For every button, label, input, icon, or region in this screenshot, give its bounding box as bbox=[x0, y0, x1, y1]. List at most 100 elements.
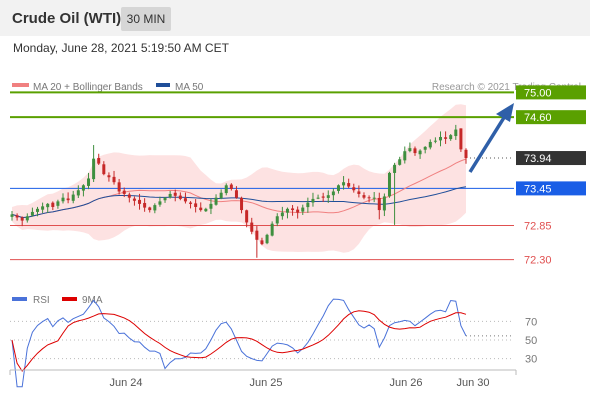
datetime-label: Monday, June 28, 2021 5:19:50 AM CET bbox=[13, 41, 229, 55]
level-labels: 75.00 74.60 73.94 73.45 72.85 72.30 bbox=[516, 85, 586, 267]
candle-body bbox=[138, 199, 142, 204]
candle-body bbox=[240, 197, 244, 211]
candle-body bbox=[148, 207, 152, 211]
candle-body bbox=[352, 187, 356, 191]
candle-body bbox=[214, 197, 218, 205]
candle-body bbox=[291, 208, 295, 211]
candle-body bbox=[250, 222, 254, 232]
candle-body bbox=[418, 150, 422, 155]
candle-body bbox=[112, 176, 116, 183]
candle-body bbox=[209, 203, 213, 209]
candle-body bbox=[143, 202, 147, 208]
ma50-line bbox=[11, 186, 467, 219]
candle-body bbox=[255, 230, 259, 240]
time-label-2: Jun 26 bbox=[389, 377, 422, 389]
candle-body bbox=[127, 194, 131, 198]
candle-body bbox=[265, 234, 269, 244]
candle-body bbox=[464, 149, 468, 159]
candle-body bbox=[71, 194, 75, 201]
rsi-legend-swatch bbox=[12, 297, 27, 301]
candle-body bbox=[92, 158, 96, 180]
level-label-5: 72.30 bbox=[524, 255, 552, 267]
candle-body bbox=[377, 197, 381, 211]
candle-body bbox=[76, 190, 80, 196]
candle-body bbox=[25, 216, 29, 221]
candle-body bbox=[285, 208, 289, 213]
candle-body bbox=[326, 195, 330, 198]
ma20-legend-swatch bbox=[12, 83, 29, 87]
header-bar: Crude Oil (WTI) 30 MIN bbox=[0, 0, 590, 36]
rsi-ma9-line bbox=[11, 310, 467, 372]
level-label-1: 74.60 bbox=[524, 112, 552, 124]
candle-body bbox=[423, 146, 427, 150]
candle-body bbox=[331, 191, 335, 196]
candle-body bbox=[46, 203, 50, 208]
level-tag-3 bbox=[516, 181, 586, 196]
candle-body bbox=[316, 197, 320, 199]
level-label-4: 72.85 bbox=[524, 221, 552, 233]
forecast-arrowhead bbox=[496, 103, 514, 122]
candle-body bbox=[102, 164, 106, 175]
candle-body bbox=[296, 209, 300, 213]
candle-body bbox=[173, 192, 177, 196]
candle-body bbox=[224, 185, 228, 194]
candle-body bbox=[449, 135, 453, 140]
candle-body bbox=[194, 203, 198, 207]
candle-body bbox=[234, 190, 238, 198]
candle-body bbox=[321, 196, 325, 198]
candle-body bbox=[382, 196, 386, 211]
candle-body bbox=[204, 208, 208, 212]
time-label-0: Jun 24 bbox=[109, 377, 142, 389]
level-tag-0 bbox=[516, 85, 586, 100]
last-price-tag bbox=[516, 151, 586, 166]
candle-body bbox=[387, 172, 391, 197]
level-label-0: 75.00 bbox=[524, 87, 552, 99]
instrument-title: Crude Oil (WTI) bbox=[12, 10, 122, 27]
candle-body bbox=[117, 182, 121, 192]
candle-body bbox=[275, 216, 279, 224]
candle-body bbox=[30, 211, 34, 216]
time-label-1: Jun 25 bbox=[249, 377, 282, 389]
candle-body bbox=[403, 151, 407, 161]
candle-body bbox=[393, 164, 397, 173]
candle-body bbox=[280, 212, 284, 217]
last-price-label: 73.94 bbox=[524, 153, 552, 165]
candle-body bbox=[66, 198, 70, 201]
candle-body bbox=[168, 193, 172, 198]
candle-body bbox=[444, 137, 448, 139]
candle-body bbox=[336, 185, 340, 191]
candle-body bbox=[41, 206, 45, 210]
ma20-legend-label: MA 20 + Bollinger Bands bbox=[33, 82, 143, 93]
time-label-3: Jun 30 bbox=[456, 377, 489, 389]
candle-body bbox=[51, 202, 55, 207]
candlesticks bbox=[10, 124, 468, 258]
candle-body bbox=[107, 175, 111, 178]
candle-body bbox=[301, 207, 305, 212]
credit-text: Research © 2021 Trading Central bbox=[432, 82, 581, 93]
candle-body bbox=[413, 148, 417, 154]
time-labels: Jun 24 Jun 25 Jun 26 Jun 30 bbox=[109, 377, 489, 389]
candle-body bbox=[342, 182, 346, 186]
rsi-tick-70: 70 bbox=[525, 316, 537, 328]
candle-body bbox=[10, 214, 14, 217]
candle-body bbox=[357, 191, 361, 194]
candle-body bbox=[158, 201, 162, 205]
candle-body bbox=[20, 217, 24, 221]
candle-body bbox=[15, 215, 19, 218]
candle-body bbox=[428, 141, 432, 148]
ma9-legend-swatch bbox=[62, 297, 77, 301]
candle-body bbox=[56, 201, 60, 206]
rsi-tick-50: 50 bbox=[525, 335, 537, 347]
candle-body bbox=[260, 240, 264, 245]
candle-body bbox=[362, 195, 366, 198]
rsi-panel: 70 50 30 bbox=[10, 298, 537, 388]
candle-body bbox=[229, 184, 233, 190]
candle-body bbox=[132, 198, 136, 201]
candle-body bbox=[189, 202, 193, 204]
candle-body bbox=[347, 183, 351, 187]
candle-body bbox=[459, 128, 463, 150]
rsi-tick-30: 30 bbox=[525, 354, 537, 366]
candle-body bbox=[81, 185, 85, 191]
timeframe-badge[interactable]: 30 MIN bbox=[121, 7, 171, 31]
